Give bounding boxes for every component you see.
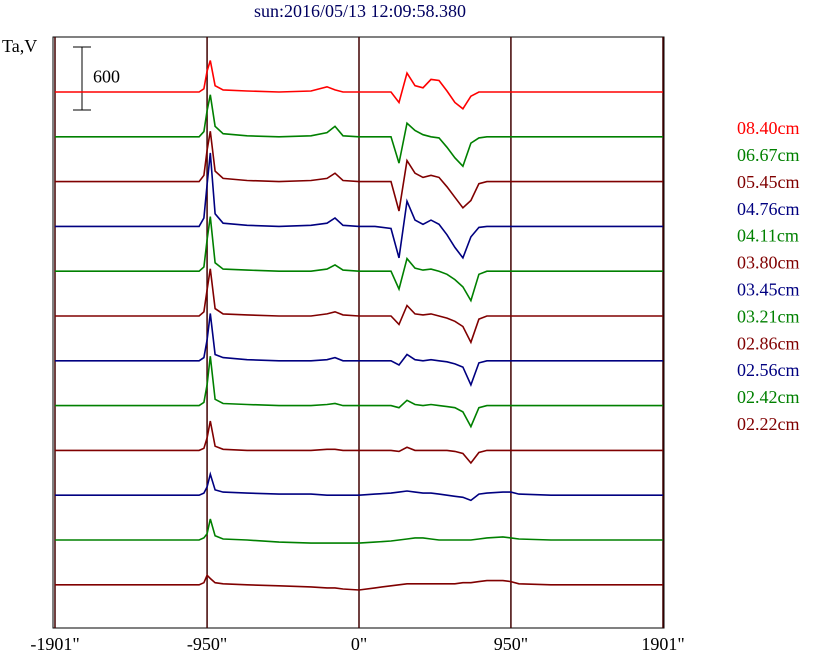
x-tick-label: -1901" <box>30 634 79 654</box>
chart-title: sun:2016/05/13 12:09:58.380 <box>254 1 466 21</box>
trace <box>55 152 663 260</box>
trace <box>55 573 663 591</box>
legend-label: 03.21cm <box>737 306 800 326</box>
scale-bar-label: 600 <box>93 67 120 87</box>
trace <box>55 94 663 168</box>
legend-label: 03.45cm <box>737 280 800 300</box>
legend-label: 04.76cm <box>737 199 800 219</box>
legend-label: 04.11cm <box>737 226 799 246</box>
trace <box>55 518 663 544</box>
legend-label: 06.67cm <box>737 145 800 165</box>
x-tick-label: 1901" <box>641 634 684 654</box>
x-tick-label: 0" <box>351 634 367 654</box>
trace <box>55 420 663 465</box>
y-axis-label: Ta,V <box>2 36 37 56</box>
legend-label: 02.56cm <box>737 360 800 380</box>
legend-label: 05.45cm <box>737 172 800 192</box>
legend-label: 08.40cm <box>737 118 800 138</box>
trace <box>55 216 663 303</box>
x-tick-label: 950" <box>494 634 528 654</box>
trace <box>55 471 663 502</box>
legend-label: 02.42cm <box>737 387 800 407</box>
legend-label: 03.80cm <box>737 253 800 273</box>
trace <box>55 131 663 212</box>
x-tick-label: -950" <box>187 634 227 654</box>
legend-label: 02.22cm <box>737 414 800 434</box>
legend-label: 02.86cm <box>737 333 800 353</box>
trace <box>55 356 663 429</box>
trace <box>55 268 663 345</box>
trace <box>55 313 663 388</box>
trace <box>55 60 663 110</box>
